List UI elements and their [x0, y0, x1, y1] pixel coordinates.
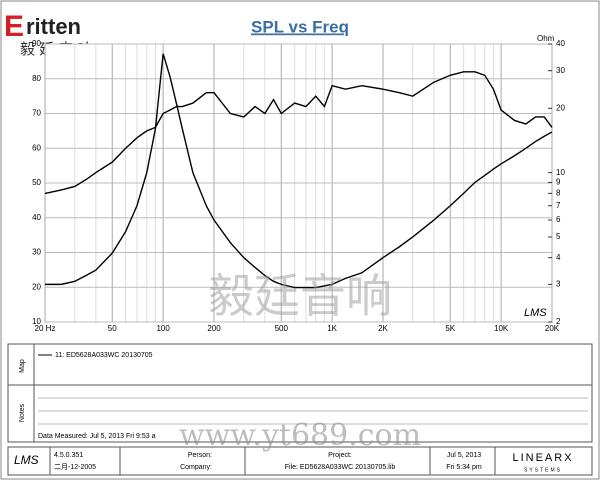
map-tab[interactable]: Map: [19, 359, 26, 373]
x-tick-label: 50: [108, 324, 117, 333]
y2-tick-label: 9: [556, 178, 561, 187]
y-tick-label: 70: [32, 109, 41, 118]
y2-tick-label: 5: [556, 232, 561, 241]
notes-tab[interactable]: Notes: [19, 403, 26, 422]
y2-tick-label: 10: [556, 168, 565, 177]
x-tick-label: 5K: [445, 324, 455, 333]
watermark-url: www.yt689.com: [179, 418, 421, 453]
series-line: [45, 53, 553, 289]
panel-frame: [7, 343, 593, 443]
series-line: [44, 71, 553, 195]
data-measured: Data Measured: Jul 5, 2013 Fri 9:53 a: [38, 433, 156, 440]
y-tick-label: 60: [32, 143, 41, 152]
y2-tick-label: 30: [556, 66, 565, 75]
y2-tick-label: 8: [556, 188, 561, 197]
y2-tick-label: 40: [556, 39, 565, 48]
brand-sub: SYSTEMS: [524, 467, 562, 473]
version: 4.5.0.351: [54, 452, 83, 459]
x-tick-label: 1K: [327, 324, 337, 333]
y-tick-label: 50: [32, 178, 41, 187]
y-tick-label: 30: [32, 248, 41, 257]
x-tick-label: 10K: [494, 324, 509, 333]
logo: ritten: [26, 14, 81, 39]
chart-title: SPL vs Freq: [251, 17, 349, 36]
y-tick-label: 90: [32, 39, 41, 48]
version-date: 二月-12-2005: [54, 463, 96, 471]
x-tick-label: 200: [207, 324, 221, 333]
x-tick-label: 100: [156, 324, 170, 333]
measured-time: Fri 5:34 pm: [446, 464, 482, 471]
y2-tick-label: 2: [556, 317, 561, 326]
x-tick-label: 2K: [378, 324, 388, 333]
x-tick-label: 500: [275, 324, 289, 333]
watermark-cn: 毅廷音响: [208, 269, 392, 323]
y-tick-label: 40: [32, 213, 41, 222]
person: Person:: [188, 452, 212, 459]
plot-logo: LMS: [524, 307, 547, 319]
footer-dividers: [49, 447, 496, 475]
y2-tick-label: 6: [556, 215, 561, 224]
y2-tick-label: 4: [556, 253, 561, 262]
notes-lines: [38, 397, 588, 425]
measured-date: Jul 5, 2013: [447, 452, 481, 459]
x-tick-label: 20K: [545, 324, 560, 333]
y2-tick-label: 7: [556, 201, 561, 210]
y-tick-label: 10: [32, 317, 41, 326]
x-tick-label: 20 Hz: [35, 324, 56, 333]
footer-logo: LMS: [14, 453, 39, 467]
y-tick-label: 80: [32, 74, 41, 83]
brand: LINEARX: [512, 452, 573, 464]
y2-axis-label: Ohm: [537, 34, 555, 43]
legend-entry: 11: ED5628A033WC 20130705: [55, 352, 153, 359]
logo-mark: E: [4, 10, 24, 43]
project: Project:: [328, 452, 352, 459]
company: Company:: [180, 464, 212, 471]
y2-tick-label: 3: [556, 279, 561, 288]
file: File: ED5628A033WC 20130705.lib: [285, 464, 396, 471]
footer-frame: [7, 446, 593, 476]
y-tick-label: 20: [32, 282, 41, 291]
y2-tick-label: 20: [556, 103, 565, 112]
